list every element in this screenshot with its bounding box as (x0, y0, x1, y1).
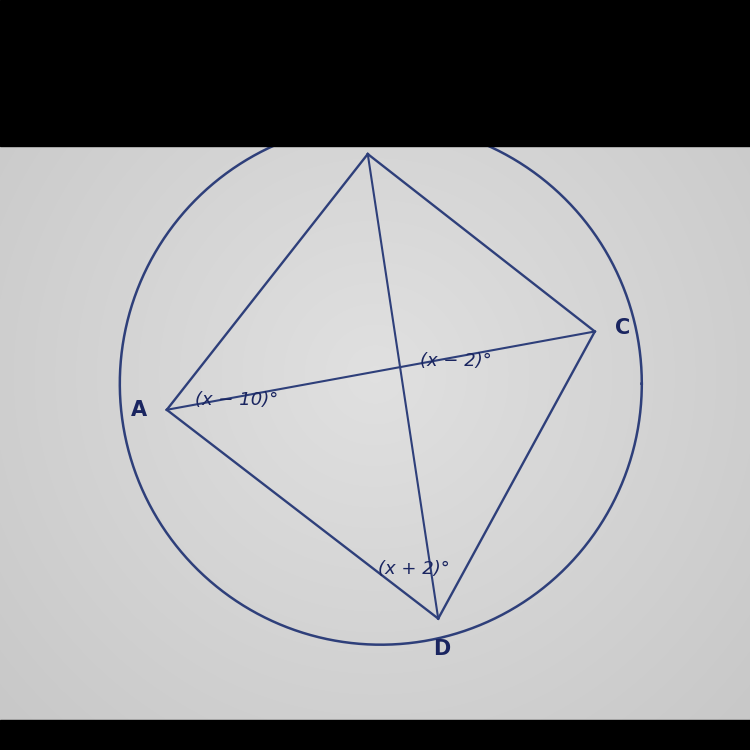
Bar (0, 720, 750, 750)
Bar (0, 0, 750, 146)
Text: (x − 2)°: (x − 2)° (420, 352, 491, 370)
Text: (x − 10)°: (x − 10)° (195, 391, 278, 409)
Text: (x + 2)°: (x + 2)° (378, 560, 450, 578)
Text: B: B (362, 111, 378, 131)
Text: D: D (433, 638, 451, 658)
Text: A: A (130, 400, 147, 420)
Text: C: C (615, 317, 630, 338)
